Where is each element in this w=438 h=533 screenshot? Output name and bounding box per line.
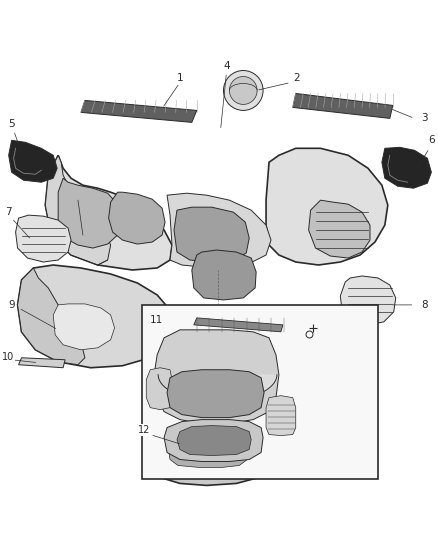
Text: 1: 1 xyxy=(177,74,183,84)
Polygon shape xyxy=(146,368,172,410)
Polygon shape xyxy=(167,370,264,417)
Text: 3: 3 xyxy=(421,114,428,123)
Polygon shape xyxy=(109,192,165,244)
Polygon shape xyxy=(309,200,370,258)
Polygon shape xyxy=(58,178,120,248)
Polygon shape xyxy=(167,193,271,268)
Polygon shape xyxy=(266,395,296,435)
Polygon shape xyxy=(160,416,259,474)
Polygon shape xyxy=(194,318,283,332)
Text: 10: 10 xyxy=(2,352,14,362)
Polygon shape xyxy=(9,140,57,182)
Text: 12: 12 xyxy=(138,425,151,434)
Polygon shape xyxy=(174,207,249,262)
Polygon shape xyxy=(18,268,85,365)
Polygon shape xyxy=(168,425,249,467)
Text: 7: 7 xyxy=(5,207,12,217)
Polygon shape xyxy=(177,425,251,456)
Text: 8: 8 xyxy=(421,300,428,310)
Text: 6: 6 xyxy=(428,135,434,146)
Circle shape xyxy=(230,77,257,104)
Polygon shape xyxy=(164,419,263,462)
Text: 4: 4 xyxy=(223,61,230,70)
Polygon shape xyxy=(147,403,271,486)
Polygon shape xyxy=(192,250,256,300)
Polygon shape xyxy=(293,93,393,118)
Polygon shape xyxy=(45,155,172,270)
Polygon shape xyxy=(340,276,396,325)
FancyBboxPatch shape xyxy=(142,305,378,480)
Polygon shape xyxy=(81,100,197,123)
Polygon shape xyxy=(53,304,115,350)
Text: 5: 5 xyxy=(8,119,15,130)
Polygon shape xyxy=(18,265,174,368)
Polygon shape xyxy=(266,148,388,265)
Polygon shape xyxy=(154,330,279,424)
Polygon shape xyxy=(382,147,431,188)
Text: 9: 9 xyxy=(8,300,15,310)
Text: 11: 11 xyxy=(150,315,163,325)
Circle shape xyxy=(223,70,263,110)
Polygon shape xyxy=(16,215,71,262)
Text: 2: 2 xyxy=(293,74,300,84)
Polygon shape xyxy=(18,358,65,368)
Polygon shape xyxy=(45,155,111,265)
